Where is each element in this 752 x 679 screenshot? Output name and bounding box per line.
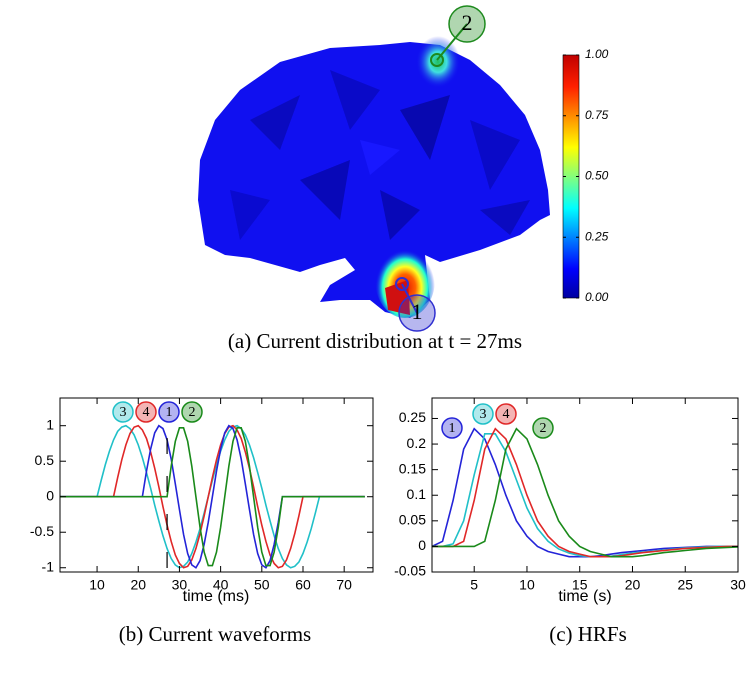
x-tick-label: 30 [730, 577, 746, 593]
annotation-label: 3 [480, 407, 487, 422]
caption: (b) Current waveforms [119, 622, 311, 646]
x-tick-label: 5 [470, 577, 478, 593]
annotation-label: 2 [189, 405, 196, 420]
annotation-badge [135, 401, 157, 423]
series-line [60, 427, 365, 567]
annotation-badge [398, 294, 436, 332]
annotation-label: 4 [503, 407, 510, 422]
y-tick-label: 1 [46, 416, 54, 432]
caption: (c) HRFs [549, 622, 627, 646]
y-tick-label: -0.05 [394, 563, 426, 579]
annotation-target [395, 277, 409, 291]
colorbar-tick-label: 1.00 [585, 47, 609, 61]
x-tick-label: 20 [130, 577, 146, 593]
colorbar-tick-label: 0.00 [585, 290, 609, 304]
y-tick-label: 0.05 [399, 512, 426, 528]
y-tick-label: 0 [418, 537, 426, 553]
colorbar-tick-label: 0.75 [585, 108, 609, 122]
annotation-leader [436, 23, 468, 61]
x-tick-label: 60 [295, 577, 311, 593]
series-line [432, 427, 738, 558]
y-tick-label: 0.5 [35, 452, 55, 468]
annotation-badge [112, 401, 134, 423]
annotation-badge [448, 5, 486, 43]
annotation-badge [532, 417, 554, 439]
annotation-badge [472, 403, 494, 425]
x-tick-label: 15 [572, 577, 588, 593]
x-axis-label: time (ms) [183, 588, 250, 605]
annotation-label: 1 [412, 299, 423, 324]
annotation-badge [158, 401, 180, 423]
axes-box [59, 397, 374, 573]
y-tick-label: -1 [42, 558, 55, 574]
annotation-badge [495, 403, 517, 425]
annotation-label: 1 [166, 405, 173, 420]
annotation-label: 2 [540, 421, 547, 436]
series-line [60, 424, 365, 569]
colorbar-tick-label: 0.50 [585, 169, 609, 183]
brain-surface [198, 36, 550, 318]
axes-box [431, 397, 739, 573]
x-tick-label: 20 [625, 577, 641, 593]
x-tick-label: 50 [254, 577, 270, 593]
series-line [432, 427, 738, 558]
annotation-badge [181, 401, 203, 423]
x-tick-label: 10 [519, 577, 535, 593]
y-tick-label: 0 [46, 487, 54, 503]
x-tick-label: 30 [172, 577, 188, 593]
x-tick-label: 10 [89, 577, 105, 593]
y-tick-label: -0.5 [30, 523, 54, 539]
annotation-label: 2 [462, 10, 473, 35]
y-tick-label: 0.2 [407, 435, 427, 451]
y-tick-label: 0.25 [399, 409, 426, 425]
x-axis-label: time (s) [558, 588, 611, 605]
colorbar-tick-label: 0.25 [585, 229, 609, 243]
annotation-badge [441, 417, 463, 439]
x-tick-label: 40 [213, 577, 229, 593]
annotation-label: 3 [120, 405, 127, 420]
x-tick-label: 25 [677, 577, 693, 593]
plot-area [60, 398, 373, 572]
x-tick-label: 70 [336, 577, 352, 593]
y-tick-label: 0.15 [399, 460, 426, 476]
annotation-label: 4 [143, 405, 150, 420]
y-tick-label: 0.1 [407, 486, 427, 502]
annotation-label: 1 [449, 421, 456, 436]
annotation-target [430, 53, 444, 67]
caption: (a) Current distribution at t = 27ms [228, 329, 522, 353]
